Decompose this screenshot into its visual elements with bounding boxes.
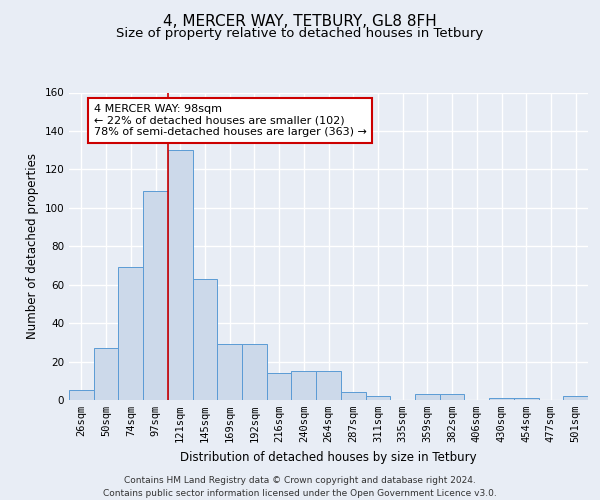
- X-axis label: Distribution of detached houses by size in Tetbury: Distribution of detached houses by size …: [180, 450, 477, 464]
- Text: 4, MERCER WAY, TETBURY, GL8 8FH: 4, MERCER WAY, TETBURY, GL8 8FH: [163, 14, 437, 29]
- Bar: [267, 373, 292, 400]
- Text: 4 MERCER WAY: 98sqm
← 22% of detached houses are smaller (102)
78% of semi-detac: 4 MERCER WAY: 98sqm ← 22% of detached ho…: [94, 104, 367, 137]
- Bar: [316, 371, 341, 400]
- Bar: [341, 392, 365, 400]
- Bar: [563, 396, 588, 400]
- Bar: [118, 268, 143, 400]
- Bar: [69, 390, 94, 400]
- Bar: [168, 150, 193, 400]
- Bar: [242, 344, 267, 400]
- Bar: [143, 190, 168, 400]
- Bar: [489, 398, 514, 400]
- Bar: [514, 398, 539, 400]
- Text: Contains HM Land Registry data © Crown copyright and database right 2024.
Contai: Contains HM Land Registry data © Crown c…: [103, 476, 497, 498]
- Bar: [292, 371, 316, 400]
- Bar: [415, 394, 440, 400]
- Text: Size of property relative to detached houses in Tetbury: Size of property relative to detached ho…: [116, 28, 484, 40]
- Y-axis label: Number of detached properties: Number of detached properties: [26, 153, 39, 339]
- Bar: [217, 344, 242, 400]
- Bar: [193, 279, 217, 400]
- Bar: [94, 348, 118, 400]
- Bar: [365, 396, 390, 400]
- Bar: [440, 394, 464, 400]
